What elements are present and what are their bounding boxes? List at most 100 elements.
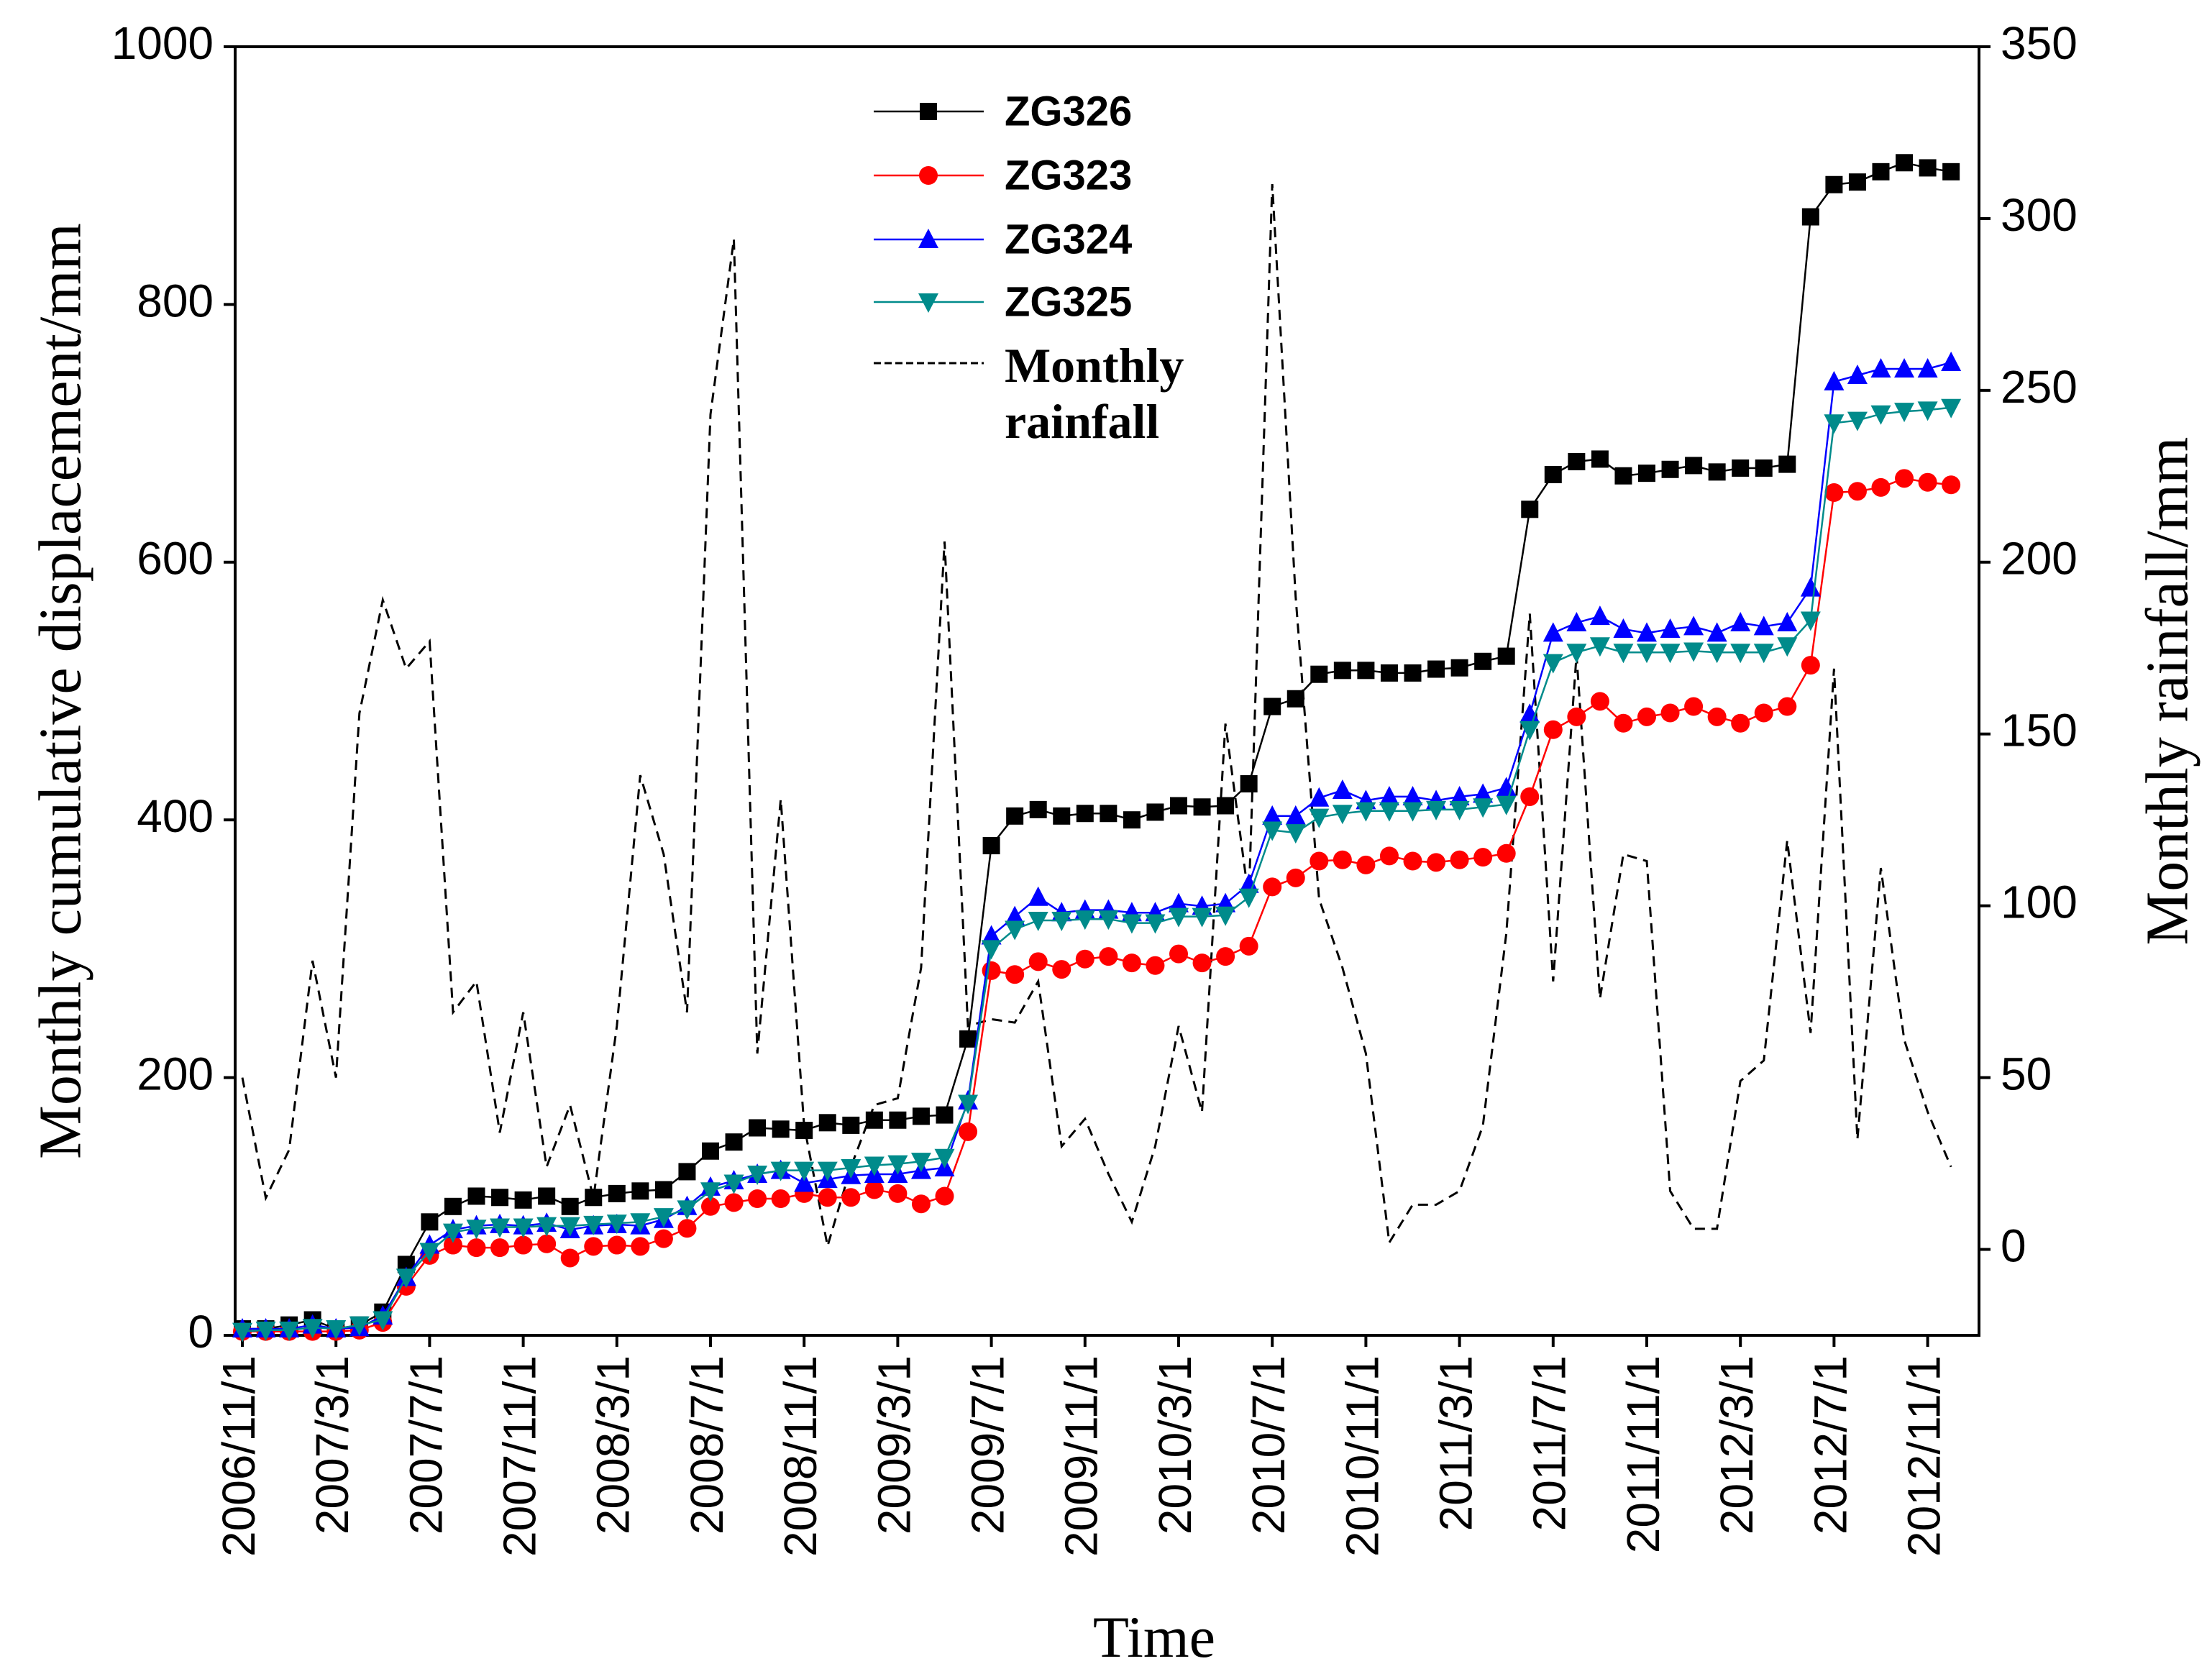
marker-triangle (1262, 805, 1283, 825)
marker-triangle (1566, 612, 1587, 632)
marker-triangle (1753, 616, 1774, 636)
marker-triangle (606, 1215, 627, 1235)
marker-circle (1660, 703, 1680, 723)
marker-square (1825, 175, 1843, 193)
marker-square (865, 1111, 883, 1129)
x-tick-label: 2008/7/1 (681, 1355, 733, 1534)
marker-triangle (918, 293, 938, 313)
marker-square (818, 1114, 836, 1132)
marker-circle (724, 1193, 744, 1212)
marker-circle (1590, 692, 1609, 711)
marker-triangle (1215, 906, 1236, 926)
marker-square (1450, 659, 1468, 677)
x-tick-label: 2009/11/1 (1056, 1355, 1107, 1557)
marker-square (1357, 662, 1375, 680)
legend-label: ZG323 (1005, 152, 1132, 198)
marker-triangle (630, 1213, 651, 1233)
marker-circle (1379, 846, 1399, 866)
marker-circle (771, 1189, 790, 1209)
marker-triangle (513, 1218, 534, 1238)
marker-circle (1122, 953, 1141, 973)
marker-square (1661, 460, 1679, 478)
marker-triangle (1005, 905, 1025, 925)
marker-circle (919, 166, 938, 185)
marker-triangle (1824, 414, 1845, 434)
marker-square (1778, 455, 1796, 473)
marker-circle (1614, 713, 1633, 733)
marker-circle (607, 1235, 626, 1255)
marker-triangle (1566, 644, 1587, 664)
marker-triangle (747, 1166, 768, 1185)
y-tick-label: 200 (137, 1048, 214, 1100)
marker-triangle (1870, 405, 1891, 425)
marker-triangle (981, 925, 1002, 945)
marker-triangle (1098, 910, 1119, 930)
marker-triangle (490, 1218, 511, 1238)
marker-square (1333, 662, 1351, 680)
marker-triangle (1589, 637, 1610, 657)
marker-triangle (1332, 805, 1353, 825)
marker-circle (467, 1238, 486, 1258)
marker-triangle (1169, 892, 1189, 913)
marker-triangle (1589, 605, 1610, 626)
marker-circle (584, 1237, 603, 1256)
marker-triangle (1426, 800, 1447, 820)
marker-circle (1028, 952, 1048, 971)
marker-circle (1731, 713, 1750, 733)
marker-triangle (1613, 618, 1634, 638)
marker-circle (1099, 947, 1118, 966)
marker-triangle (1285, 824, 1306, 844)
marker-circle (1543, 720, 1563, 739)
marker-triangle (1051, 911, 1072, 931)
marker-square (491, 1189, 509, 1207)
marker-triangle (934, 1148, 955, 1168)
marker-square (842, 1116, 860, 1134)
marker-square (749, 1119, 767, 1137)
marker-triangle (1449, 785, 1470, 805)
marker-triangle (1917, 401, 1938, 421)
marker-circle (490, 1238, 510, 1258)
marker-triangle (1824, 370, 1845, 390)
marker-triangle (1660, 618, 1681, 638)
y-tick-label: 0 (188, 1306, 214, 1358)
marker-triangle (918, 229, 938, 248)
marker-circle (959, 1122, 978, 1141)
y2-tick-label: 200 (2001, 533, 2078, 585)
marker-square (1427, 660, 1445, 678)
y2-tick-label: 0 (2001, 1220, 2026, 1271)
marker-triangle (583, 1215, 604, 1235)
marker-circle (911, 1194, 931, 1214)
marker-square (1521, 500, 1539, 518)
marker-triangle (1169, 907, 1189, 928)
marker-square (1076, 805, 1094, 823)
marker-circle (1286, 868, 1305, 887)
marker-triangle (910, 1153, 931, 1173)
marker-square (772, 1120, 790, 1138)
x-tick-label: 2011/3/1 (1430, 1355, 1482, 1531)
marker-square (1193, 798, 1211, 816)
marker-triangle (255, 1321, 276, 1341)
marker-circle (1005, 965, 1025, 984)
marker-square (982, 837, 1000, 855)
marker-circle (1754, 703, 1773, 723)
legend-label: ZG324 (1005, 216, 1132, 262)
marker-circle (1707, 707, 1727, 726)
marker-triangle (1706, 644, 1727, 664)
marker-square (1544, 465, 1562, 483)
x-tick-label: 2007/3/1 (306, 1355, 358, 1534)
marker-square (1708, 463, 1726, 481)
legend-label: Monthly rainfall (1005, 338, 1196, 449)
marker-triangle (1894, 358, 1915, 378)
marker-square (1053, 807, 1071, 825)
marker-triangle (723, 1174, 744, 1194)
marker-triangle (1262, 821, 1283, 841)
x-tick-label: 2010/11/1 (1336, 1355, 1388, 1557)
marker-triangle (396, 1268, 416, 1289)
marker-square (795, 1122, 813, 1140)
marker-circle (1473, 848, 1493, 867)
x-tick-label: 2011/11/1 (1617, 1355, 1669, 1553)
marker-square (1380, 664, 1398, 682)
marker-triangle (1074, 910, 1095, 930)
x-tick-label: 2009/3/1 (868, 1355, 920, 1534)
